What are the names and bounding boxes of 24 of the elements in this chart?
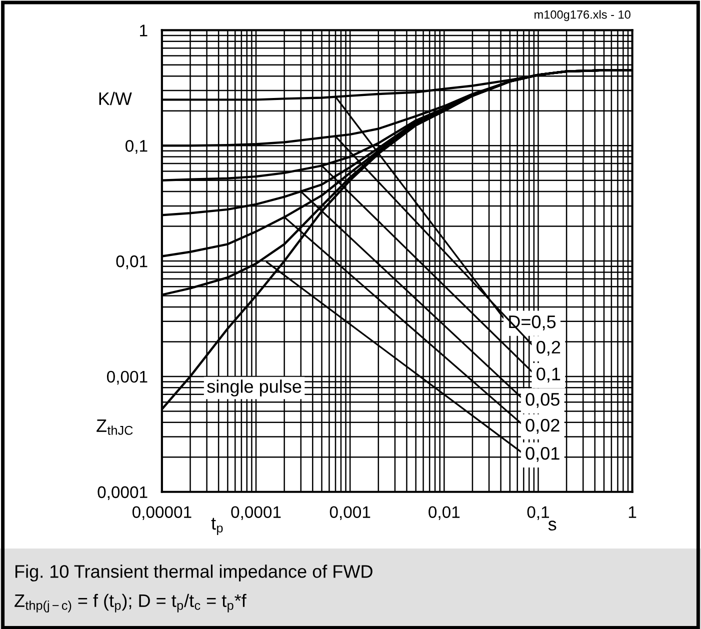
x-tick-label: 0,001: [330, 506, 370, 520]
y-axis-title: K/W: [99, 92, 132, 106]
text: t$_{p}$: [211, 518, 223, 535]
x-tick-label: 0,01: [428, 506, 460, 520]
y-tick-label: 0,01: [116, 255, 148, 270]
x-tick-label: 0,00001: [132, 506, 192, 520]
x-tick-label: 0,1: [527, 506, 549, 520]
y-tick-label: 0,0001: [98, 486, 148, 500]
annotation: 0,01: [526, 447, 560, 462]
y-tick-label: 0,001: [106, 370, 148, 385]
text: Z$_{thJC}$: [96, 419, 133, 435]
text: Fig. 10 Transient thermal impedance of FWD: [16, 564, 372, 582]
x-tick-label: 0,0001: [231, 506, 281, 520]
x-tick-label: 1: [628, 506, 636, 518]
text: m100g176.xls - 10: [534, 10, 630, 22]
y-tick-label: 1: [140, 24, 148, 36]
annotation: 0,1: [536, 368, 560, 383]
text: Z$_{thp(j−c)}$ = f (t$_{p}$); D = t$_{p}$/t$_{c}$ = t$_{p}$*f: [14, 594, 246, 612]
annotation: single pulse: [207, 380, 302, 396]
annotation: 0,05: [526, 392, 560, 408]
y-tick-label: 0,1: [126, 140, 148, 154]
annotation: 0,02: [526, 418, 560, 434]
annotation: 0,2: [536, 340, 560, 356]
x-axis-title: s: [548, 520, 556, 531]
